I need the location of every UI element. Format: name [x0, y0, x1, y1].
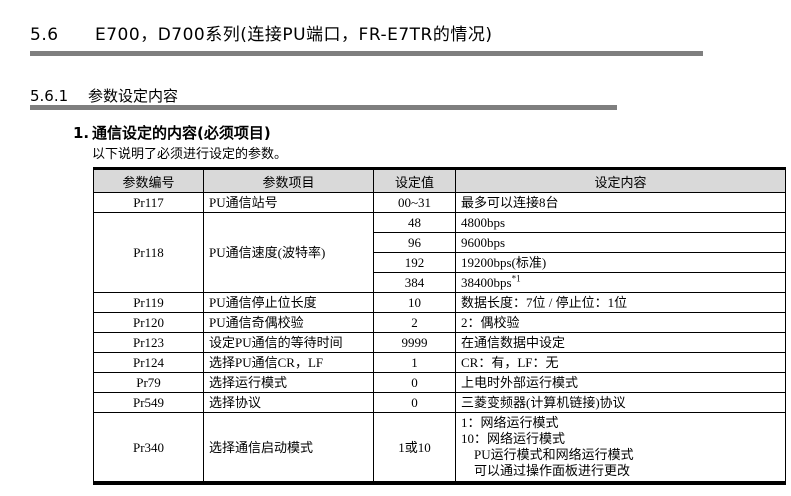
param-item-cell: PU通信停止位长度 [203, 292, 374, 313]
setting-content-cell: 9600bps [455, 232, 786, 253]
list-item-title: 通信设定的内容(必须项目) [92, 124, 271, 142]
param-item-cell: 选择PU通信CR，LF [203, 352, 374, 373]
param-number-cell: Pr340 [93, 412, 204, 484]
list-item-heading: 1. 通信设定的内容(必须项目) [73, 122, 271, 143]
setting-content-cell: 数据长度：7位 / 停止位：1位 [455, 292, 786, 313]
content-line: 10：网络运行模式 [461, 431, 566, 446]
table-row: Pr117 PU通信站号 00~31 最多可以连接8台 [93, 192, 786, 213]
subsection-divider-rule [30, 105, 617, 110]
table-body: Pr117 PU通信站号 00~31 最多可以连接8台 Pr118 PU通信速度(波特率)… [93, 192, 786, 484]
table-row: Pr123 设定PU通信的等待时间 9999 在通信数据中设定 [93, 332, 786, 353]
setting-content-cell: 三菱变频器(计算机链接)协议 [455, 392, 786, 413]
setting-content-cell: 最多可以连接8台 [455, 192, 786, 213]
content-line: 1：网络运行模式 [461, 415, 559, 430]
param-item-cell: 选择协议 [203, 392, 374, 413]
column-header: 参数编号 [93, 168, 204, 193]
setting-value-cell: 0 [373, 392, 456, 413]
subsection-title: 参数设定内容 [88, 87, 179, 105]
footnote-marker: *1 [511, 273, 521, 284]
table-row: Pr79 选择运行模式 0 上电时外部运行模式 [93, 372, 786, 393]
setting-content-cell: 在通信数据中设定 [455, 332, 786, 353]
param-number-cell: Pr119 [93, 292, 204, 313]
item-description: 以下说明了必须进行设定的参数。 [92, 146, 288, 161]
setting-value-cell: 0 [373, 372, 456, 393]
setting-content-cell: 4800bps [455, 212, 786, 233]
setting-content-cell: 1：网络运行模式 10：网络运行模式 PU运行模式和网络运行模式 可以通过操作面板… [455, 412, 786, 484]
setting-value-cell: 00~31 [373, 192, 456, 213]
subsection-number: 5.6.1 [30, 87, 69, 105]
table-row: Pr549 选择协议 0 三菱变频器(计算机链接)协议 [93, 392, 786, 413]
setting-value-cell: 48 [373, 212, 456, 233]
setting-value-cell: 384 [373, 272, 456, 293]
setting-content-cell: 38400bps*1 [455, 272, 786, 293]
param-number-cell: Pr124 [93, 352, 204, 373]
table-row: Pr119 PU通信停止位长度 10 数据长度：7位 / 停止位：1位 [93, 292, 786, 313]
table-head: 参数编号 参数项目 设定值 设定内容 [93, 168, 786, 193]
param-item-cell: PU通信速度(波特率) [203, 212, 374, 293]
setting-content-cell: 19200bps(标准) [455, 252, 786, 273]
param-number-cell: Pr117 [93, 192, 204, 213]
setting-value-cell: 9999 [373, 332, 456, 353]
param-number-cell: Pr123 [93, 332, 204, 353]
list-item-number: 1. [73, 124, 90, 142]
setting-value-cell: 1 [373, 352, 456, 373]
setting-value-cell: 96 [373, 232, 456, 253]
table-row: Pr124 选择PU通信CR，LF 1 CR：有，LF：无 [93, 352, 786, 373]
table-row: Pr120 PU通信奇偶校验 2 2：偶校验 [93, 312, 786, 333]
setting-value-cell: 1或10 [373, 412, 456, 484]
table-header-row: 参数编号 参数项目 设定值 设定内容 [93, 168, 786, 193]
parameters-table: 参数编号 参数项目 设定值 设定内容 Pr117 PU通信站号 00~31 最多可以连接8台… [93, 167, 786, 485]
section-title: E700，D700系列(连接PU端口，FR-E7TR的情况) [95, 25, 493, 45]
content-line: PU运行模式和网络运行模式 [461, 447, 634, 462]
param-item-cell: 设定PU通信的等待时间 [203, 332, 374, 353]
param-item-cell: PU通信站号 [203, 192, 374, 213]
setting-content-cell: CR：有，LF：无 [455, 352, 786, 373]
setting-value-cell: 10 [373, 292, 456, 313]
param-number-cell: Pr79 [93, 372, 204, 393]
table-row: Pr118 PU通信速度(波特率) 48 4800bps [93, 212, 786, 293]
section-heading: 5.6 E700，D700系列(连接PU端口，FR-E7TR的情况) [30, 20, 492, 45]
section-divider-rule [30, 51, 703, 56]
section-number: 5.6 [30, 25, 59, 45]
table-row: 192 19200bps(标准) [94, 252, 786, 273]
setting-value-cell: 2 [373, 312, 456, 333]
param-item-cell: 选择通信启动模式 [203, 412, 374, 484]
column-header: 设定内容 [455, 168, 786, 193]
column-header: 参数项目 [203, 168, 374, 193]
setting-content-cell: 2：偶校验 [455, 312, 786, 333]
content-line: 可以通过操作面板进行更改 [461, 463, 631, 478]
setting-content-cell: 上电时外部运行模式 [455, 372, 786, 393]
subsection-heading: 5.6.1 参数设定内容 [30, 85, 178, 106]
param-number-cell: Pr118 [93, 212, 204, 293]
param-item-cell: PU通信奇偶校验 [203, 312, 374, 333]
column-header: 设定值 [373, 168, 456, 193]
table-row: Pr340 选择通信启动模式 1或10 1：网络运行模式 10：网络运行模式 PU运行模… [93, 412, 786, 484]
param-item-cell: 选择运行模式 [203, 372, 374, 393]
param-number-cell: Pr549 [93, 392, 204, 413]
setting-value-cell: 192 [373, 252, 456, 273]
param-number-cell: Pr120 [93, 312, 204, 333]
